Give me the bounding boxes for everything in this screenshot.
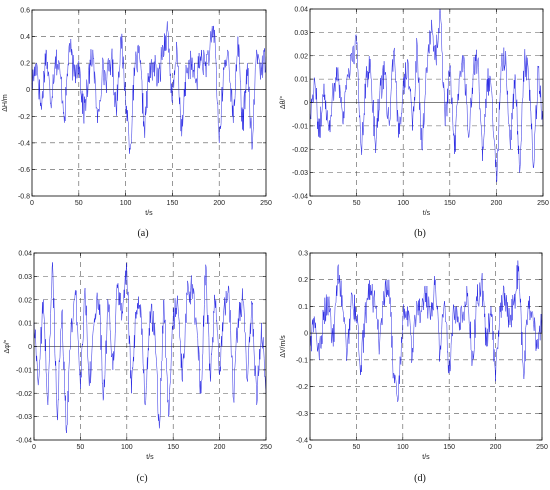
x-axis-label: t/s (146, 454, 154, 461)
y-tick-label: -0.04 (292, 194, 308, 201)
y-tick-label: -0.02 (16, 391, 32, 398)
x-tick-label: 150 (167, 444, 179, 451)
plot-frame (309, 252, 543, 441)
y-axis-label: ΔV/m/s (280, 335, 287, 358)
chart-panel-1: 0 50 100 150 200 250 -0.8 -0.6 -0.4 -0.2 0 0.2 0.4 0.… (2, 8, 272, 240)
x-tick-label: 200 (490, 444, 502, 451)
panel-caption: (d) (414, 473, 426, 484)
chart-panel-3: 0 50 100 150 200 250 -0.04 -0.03 -0.02 -0.01 0 0.01… (3, 251, 272, 485)
x-tick-label: 50 (75, 200, 83, 207)
y-tick-label: -0.02 (292, 147, 308, 154)
y-tick-label: 0.6 (20, 8, 30, 15)
y-tick-label: -0.1 (296, 357, 308, 364)
panel-caption: (c) (136, 473, 147, 484)
y-tick-label: 0.03 (294, 30, 308, 37)
x-axis-label: t/s (422, 454, 430, 461)
y-tick-label: 0.1 (298, 304, 308, 311)
plot-area (310, 253, 542, 440)
x-tick-label: 100 (121, 444, 133, 451)
x-tick-label: 100 (397, 444, 409, 451)
x-tick-label: 50 (77, 444, 85, 451)
x-tick-label: 150 (444, 200, 456, 207)
y-tick-label: -0.01 (16, 367, 32, 374)
y-tick-label: -0.4 (296, 438, 308, 445)
y-tick-label: -0.2 (18, 114, 30, 121)
x-tick-label: 250 (260, 444, 272, 451)
y-tick-label: 0.2 (20, 61, 30, 68)
y-tick-label: -0.04 (16, 438, 32, 445)
x-tick-label: 200 (491, 200, 503, 207)
y-tick-label: 0.04 (18, 251, 32, 258)
y-axis-label: ΔH/m (2, 94, 9, 112)
y-tick-label: 0.4 (20, 34, 30, 41)
x-tick-label: 0 (308, 444, 312, 451)
y-tick-label: 0.2 (298, 277, 308, 284)
y-tick-label: 0.3 (298, 251, 308, 258)
x-tick-label: 150 (443, 444, 455, 451)
x-tick-label: 200 (214, 444, 226, 451)
y-tick-label: 0.03 (18, 274, 32, 281)
y-tick-label: 0 (304, 100, 308, 107)
x-tick-label: 250 (536, 444, 548, 451)
x-axis-label: t/s (145, 210, 153, 217)
x-tick-label: 0 (30, 200, 34, 207)
plot-area (32, 10, 266, 196)
y-tick-label: 0 (304, 331, 308, 338)
x-tick-label: 150 (167, 200, 179, 207)
y-axis-label: Δφ/° (3, 339, 11, 353)
signal-series-line (33, 262, 267, 434)
chart-panel-2: 0 50 100 150 200 250 -0.04 -0.03 -0.02 -0.01 0 0.01… (279, 7, 549, 240)
signal-series-line (309, 260, 543, 402)
panel-caption: (a) (137, 228, 148, 239)
signal-series-line (309, 8, 544, 183)
y-tick-label: 0 (26, 87, 30, 94)
x-tick-label: 250 (537, 200, 549, 207)
plot-frame (31, 9, 267, 197)
y-tick-label: -0.8 (18, 194, 30, 201)
x-tick-label: 100 (397, 200, 409, 207)
y-tick-label: -0.2 (296, 384, 308, 391)
y-tick-label: 0.04 (294, 7, 308, 14)
y-tick-label: -0.03 (292, 170, 308, 177)
y-tick-label: -0.03 (16, 414, 32, 421)
x-tick-label: 100 (120, 200, 132, 207)
x-tick-label: 200 (213, 200, 225, 207)
x-tick-label: 0 (308, 200, 312, 207)
y-tick-label: -0.3 (296, 411, 308, 418)
x-axis-label: t/s (423, 210, 431, 217)
y-tick-label: 0.01 (18, 321, 32, 328)
x-tick-label: 0 (32, 444, 36, 451)
y-tick-label: -0.4 (18, 140, 30, 147)
y-tick-label: -0.6 (18, 167, 30, 174)
signal-series-line (31, 21, 267, 154)
y-tick-label: 0.01 (294, 77, 308, 84)
panel-caption: (b) (414, 228, 426, 239)
x-tick-label: 50 (353, 200, 361, 207)
y-tick-label: 0 (28, 344, 32, 351)
y-tick-label: -0.01 (292, 123, 308, 130)
y-tick-label: 0.02 (294, 53, 308, 60)
x-tick-label: 250 (260, 200, 272, 207)
chart-panel-4: 0 50 100 150 200 250 -0.4 -0.3 -0.2 -0.1 0 0.1 0.2 0.… (280, 251, 548, 485)
y-tick-label: 0.02 (18, 297, 32, 304)
x-tick-label: 50 (353, 444, 361, 451)
y-axis-label: Δθ/° (279, 96, 287, 110)
